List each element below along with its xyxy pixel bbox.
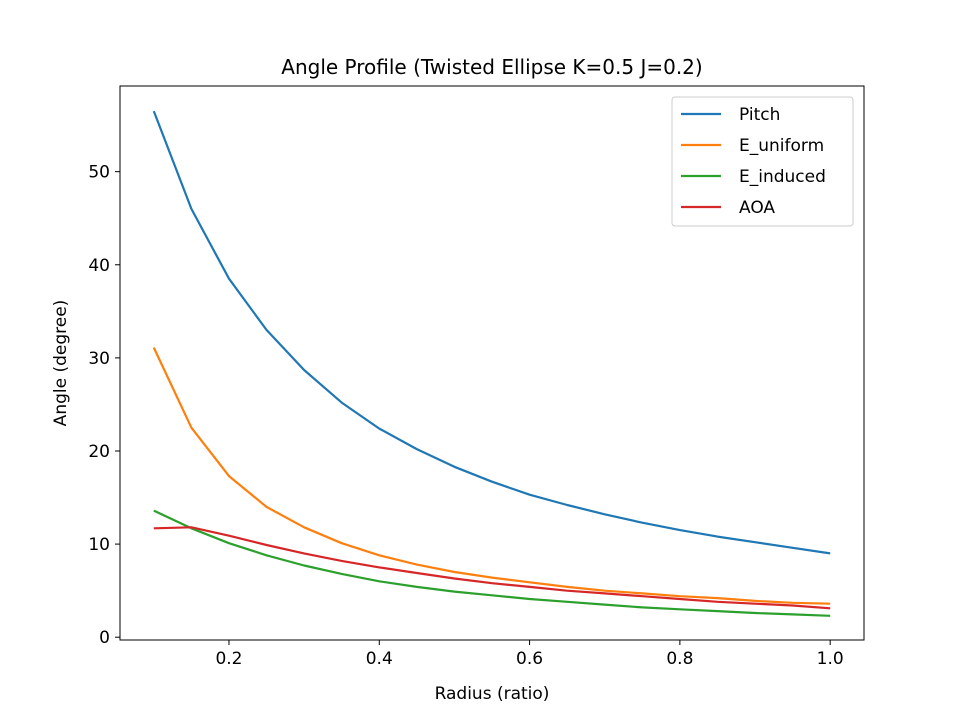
plot-area	[152, 110, 831, 617]
legend-label: AOA	[739, 198, 775, 218]
series-line-e_uniform	[152, 347, 831, 605]
series-line-pitch	[152, 110, 831, 555]
y-tick-label: 0	[99, 628, 110, 648]
chart-title: Angle Profile (Twisted Ellipse K=0.5 J=0…	[281, 55, 702, 79]
x-axis-label: Radius (ratio)	[435, 684, 550, 704]
legend-label: Pitch	[739, 105, 780, 125]
x-tick-label: 0.4	[366, 649, 393, 669]
y-tick-label: 30	[88, 349, 110, 369]
x-tick-label: 0.8	[666, 649, 693, 669]
series-line-e_induced	[153, 509, 831, 617]
x-tick-label: 0.2	[215, 649, 242, 669]
y-tick-label: 40	[88, 256, 110, 276]
legend-label: E_uniform	[739, 136, 824, 156]
legend-frame	[671, 96, 854, 227]
y-tick-label: 20	[88, 442, 110, 462]
axes-frame	[119, 85, 865, 641]
series-line-aoa	[153, 526, 831, 610]
legend: Pitch E_uniform E_induced AOA	[671, 96, 854, 227]
x-axis: 0.2 0.4 0.6 0.8 1.0	[215, 640, 844, 669]
y-axis: 0 10 20 30 40 50	[88, 163, 120, 648]
y-tick-label: 50	[88, 163, 110, 183]
x-tick-label: 1.0	[817, 649, 844, 669]
y-tick-label: 10	[88, 535, 110, 555]
legend-label: E_induced	[739, 167, 826, 187]
x-tick-label: 0.6	[516, 649, 543, 669]
y-axis-label: Angle (degree)	[51, 300, 71, 427]
